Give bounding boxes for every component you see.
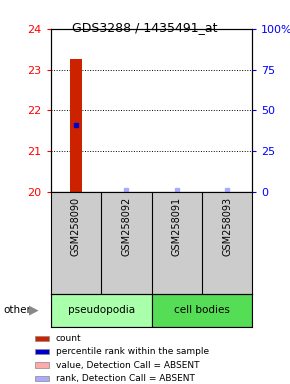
Text: rank, Detection Call = ABSENT: rank, Detection Call = ABSENT [56,374,195,383]
Text: GSM258092: GSM258092 [121,197,131,257]
Text: percentile rank within the sample: percentile rank within the sample [56,347,209,356]
Bar [35,349,49,354]
Text: GSM258090: GSM258090 [71,197,81,256]
Bar [35,336,49,341]
Bar [35,376,49,381]
Text: GSM258091: GSM258091 [172,197,182,256]
Text: ▶: ▶ [28,304,38,317]
Bar [51,294,152,327]
Bar [70,60,82,192]
Text: other: other [3,305,31,315]
Bar [35,362,49,368]
Text: pseudopodia: pseudopodia [68,305,135,316]
Text: value, Detection Call = ABSENT: value, Detection Call = ABSENT [56,361,200,369]
Text: cell bodies: cell bodies [174,305,230,316]
Text: GSM258093: GSM258093 [222,197,232,256]
Text: count: count [56,334,81,343]
Bar [152,294,252,327]
Text: GDS3288 / 1435491_at: GDS3288 / 1435491_at [72,21,218,34]
